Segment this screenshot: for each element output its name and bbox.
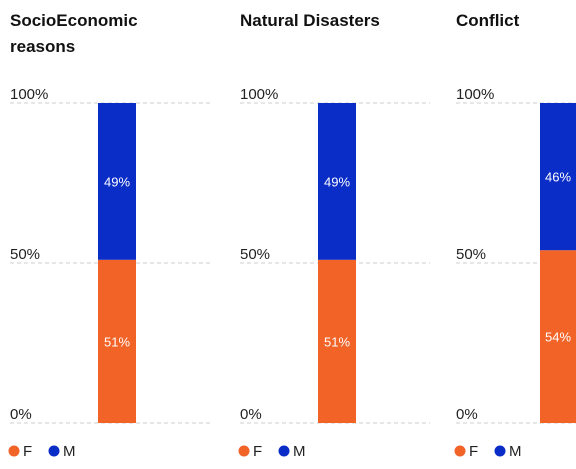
data-label-f: 54% — [545, 330, 571, 345]
legend-label-f: F — [469, 443, 478, 460]
legend-marker-m — [278, 445, 290, 457]
y-tick-label: 50% — [240, 246, 270, 263]
bar-segment-f — [98, 259, 136, 423]
legend-marker-m — [48, 445, 60, 457]
y-tick-label: 100% — [456, 86, 494, 103]
legend-marker-m — [494, 445, 506, 457]
y-tick-label: 50% — [456, 246, 486, 263]
data-label-m: 49% — [104, 174, 130, 189]
data-label-f: 51% — [324, 334, 350, 349]
data-label-m: 49% — [324, 174, 350, 189]
panel-title-conflict: Conflict — [456, 11, 520, 30]
y-tick-label: 100% — [240, 86, 278, 103]
bar-segment-m — [318, 103, 356, 260]
y-tick-label: 0% — [456, 406, 478, 423]
legend-label-m: M — [63, 443, 76, 460]
bar-segment-f — [540, 250, 576, 423]
bar-segment-m — [98, 103, 136, 260]
y-tick-label: 50% — [10, 246, 40, 263]
bar-segment-f — [318, 259, 356, 423]
y-tick-label: 0% — [240, 406, 262, 423]
legend-label-m: M — [509, 443, 522, 460]
bar-segment-m — [540, 103, 576, 251]
y-tick-label: 100% — [10, 86, 48, 103]
legend-label-f: F — [23, 443, 32, 460]
legend-label-m: M — [293, 443, 306, 460]
panel-title-natural-disasters: Natural Disasters — [240, 11, 380, 30]
legend-marker-f — [8, 445, 20, 457]
panel-title-socioeconomic: SocioEconomic reasons — [10, 11, 138, 56]
legend-label-f: F — [253, 443, 262, 460]
data-label-f: 51% — [104, 334, 130, 349]
legend-marker-f — [454, 445, 466, 457]
y-tick-label: 0% — [10, 406, 32, 423]
data-label-m: 46% — [545, 170, 571, 185]
legend-marker-f — [238, 445, 250, 457]
